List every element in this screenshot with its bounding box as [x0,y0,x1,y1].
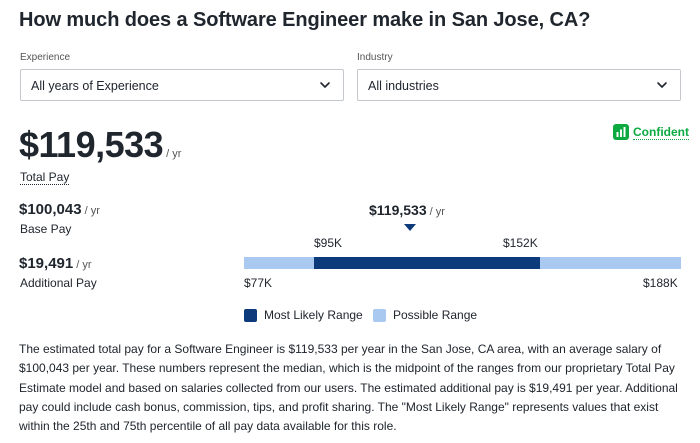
additional-pay-unit: / yr [76,259,92,271]
base-pay-amount: $100,043/ yr [19,201,100,218]
total-pay-amount: $119,533/ yr [19,124,181,166]
total-pay-unit: / yr [166,148,182,160]
likely-range-bar [314,257,540,269]
possible-swatch [373,308,386,322]
base-pay-unit: / yr [84,205,100,217]
likely-high-tick: $152K [503,236,538,250]
median-value: $119,533 [369,202,427,218]
confidence-badge[interactable]: Confident [613,122,689,142]
experience-value: All years of Experience [31,79,159,93]
legend-possible-label: Possible Range [393,308,478,322]
total-pay-label[interactable]: Total Pay [20,170,70,185]
possible-low-tick: $77K [244,276,273,290]
chevron-down-icon [320,82,330,88]
possible-high-tick: $188K [643,276,678,290]
base-pay-value: $100,043 [19,201,82,218]
likely-swatch [244,308,257,322]
pay-description: The estimated total pay for a Software E… [19,342,678,434]
industry-label: Industry [357,52,393,63]
additional-pay-value: $19,491 [19,255,74,272]
median-unit: / yr [429,206,445,218]
legend-likely-label: Most Likely Range [264,308,363,322]
likely-low-tick: $95K [314,236,343,250]
base-pay-label: Base Pay [20,222,72,236]
additional-pay-label: Additional Pay [20,276,97,290]
experience-select[interactable]: All years of Experience [20,69,344,101]
legend-likely: Most Likely Range [244,307,363,323]
experience-label: Experience [20,52,71,63]
page-title: How much does a Software Engineer make i… [19,9,591,31]
median-label: $119,533/ yr [369,202,445,218]
industry-select[interactable]: All industries [357,69,681,101]
total-pay-value: $119,533 [19,124,164,165]
median-pointer-icon [404,224,416,231]
industry-value: All industries [368,79,439,93]
signal-bars-icon [613,124,629,140]
chevron-down-icon [657,82,667,88]
legend-possible: Possible Range [373,307,477,323]
additional-pay-amount: $19,491/ yr [19,255,92,272]
confidence-label: Confident [633,124,689,140]
